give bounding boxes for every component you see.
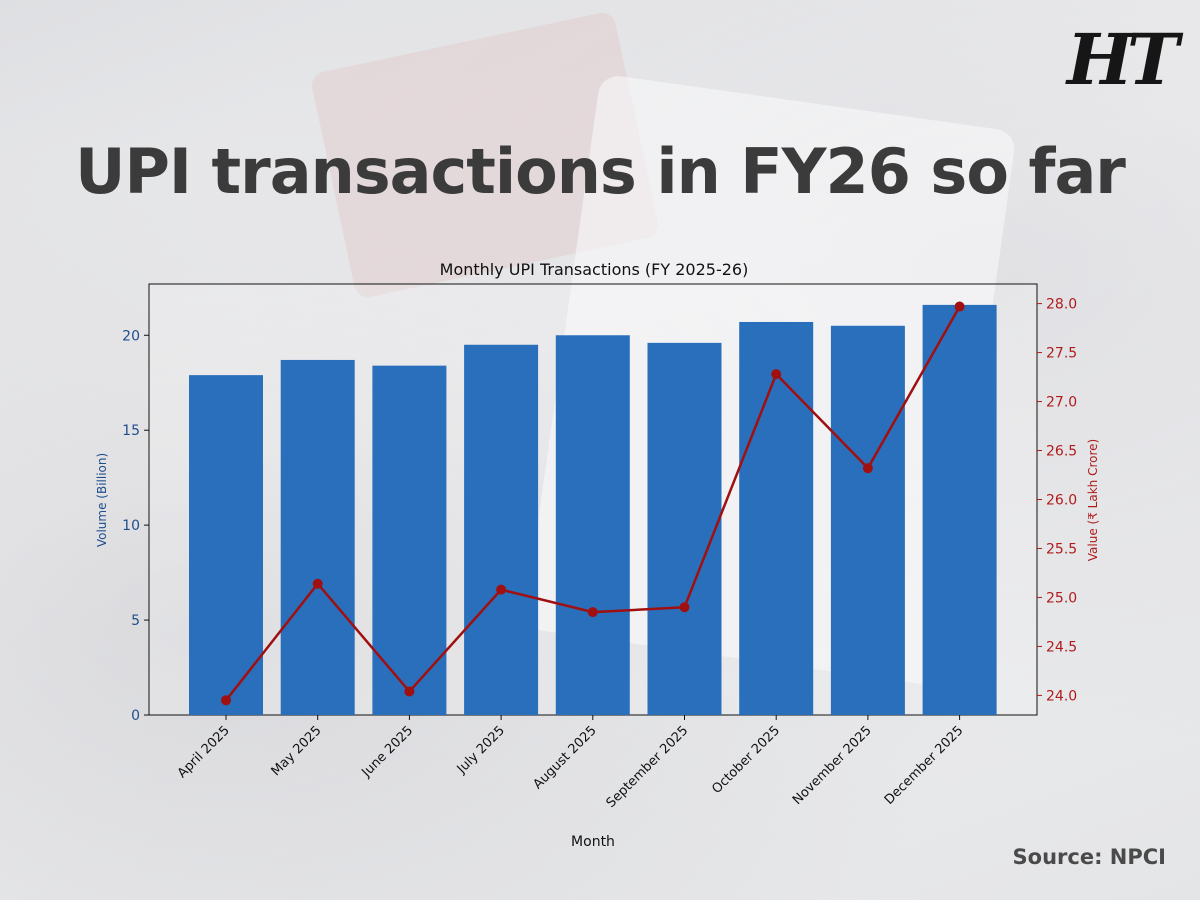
- bar-3: [464, 344, 539, 715]
- y-tick-label: 5: [131, 613, 140, 629]
- x-axis: April 2025 May 2025 June 2025 July 2025 Augu…: [175, 715, 967, 811]
- page-title: UPI transactions in FY26 so far: [75, 135, 1126, 208]
- y2-tick-label: 24.5: [1046, 639, 1077, 655]
- bar-5: [647, 342, 722, 715]
- y2-axis-label: Value (₹ Lakh Crore): [1086, 439, 1100, 561]
- y2-tick-label: 25.5: [1046, 541, 1077, 557]
- bar-2: [372, 365, 447, 715]
- y2-tick-label: 26.5: [1046, 444, 1077, 460]
- line-layer: [221, 301, 965, 706]
- y2-tick-label: 27.5: [1046, 346, 1077, 362]
- chart-title: Monthly UPI Transactions (FY 2025-26): [440, 260, 749, 279]
- x-tick-label: May 2025: [269, 723, 325, 779]
- value-point-3: [496, 584, 507, 595]
- bar-0: [189, 375, 263, 715]
- y-tick-label: 0: [131, 708, 140, 724]
- y-tick-label: 15: [122, 423, 140, 439]
- y2-tick-label: 27.0: [1046, 395, 1077, 411]
- value-point-2: [404, 686, 415, 697]
- y-axis-label: Volume (Billion): [95, 453, 109, 547]
- y2-tick-label: 24.0: [1046, 688, 1077, 704]
- bars-layer: [189, 304, 997, 715]
- value-point-4: [587, 607, 598, 618]
- value-point-6: [771, 369, 782, 380]
- value-point-8: [954, 301, 965, 312]
- x-tick-label: July 2025: [454, 723, 508, 777]
- y2-tick-label: 25.0: [1046, 590, 1077, 606]
- x-tick-label: December 2025: [882, 723, 967, 808]
- y-tick-label: 20: [122, 328, 140, 344]
- x-tick-label: June 2025: [359, 723, 417, 781]
- bar-7: [830, 325, 905, 715]
- x-axis-label: Month: [571, 834, 615, 850]
- value-point-1: [312, 578, 323, 589]
- x-tick-label: October 2025: [709, 723, 783, 797]
- x-tick-label: August 2025: [531, 723, 600, 792]
- y-tick-label: 10: [122, 518, 140, 534]
- bar-4: [555, 335, 630, 715]
- y2-tick-label: 28.0: [1046, 297, 1077, 313]
- source-credit: Source: NPCI: [1012, 845, 1166, 869]
- bar-6: [739, 321, 814, 715]
- bar-1: [280, 359, 355, 715]
- value-point-0: [221, 695, 231, 706]
- x-tick-label: April 2025: [175, 723, 233, 781]
- left-axis: 0 5 10 15 20: [122, 328, 149, 724]
- x-tick-label: November 2025: [790, 723, 875, 808]
- value-point-7: [862, 463, 873, 474]
- bar-8: [922, 304, 997, 715]
- right-axis: 24.0 24.5 25.0 25.5 26.0 26.5 27.0 27.5 28.0: [1037, 297, 1077, 704]
- y2-tick-label: 26.0: [1046, 493, 1077, 509]
- value-point-5: [679, 602, 690, 613]
- x-tick-label: September 2025: [604, 723, 692, 811]
- ht-logo: HT: [1066, 18, 1179, 101]
